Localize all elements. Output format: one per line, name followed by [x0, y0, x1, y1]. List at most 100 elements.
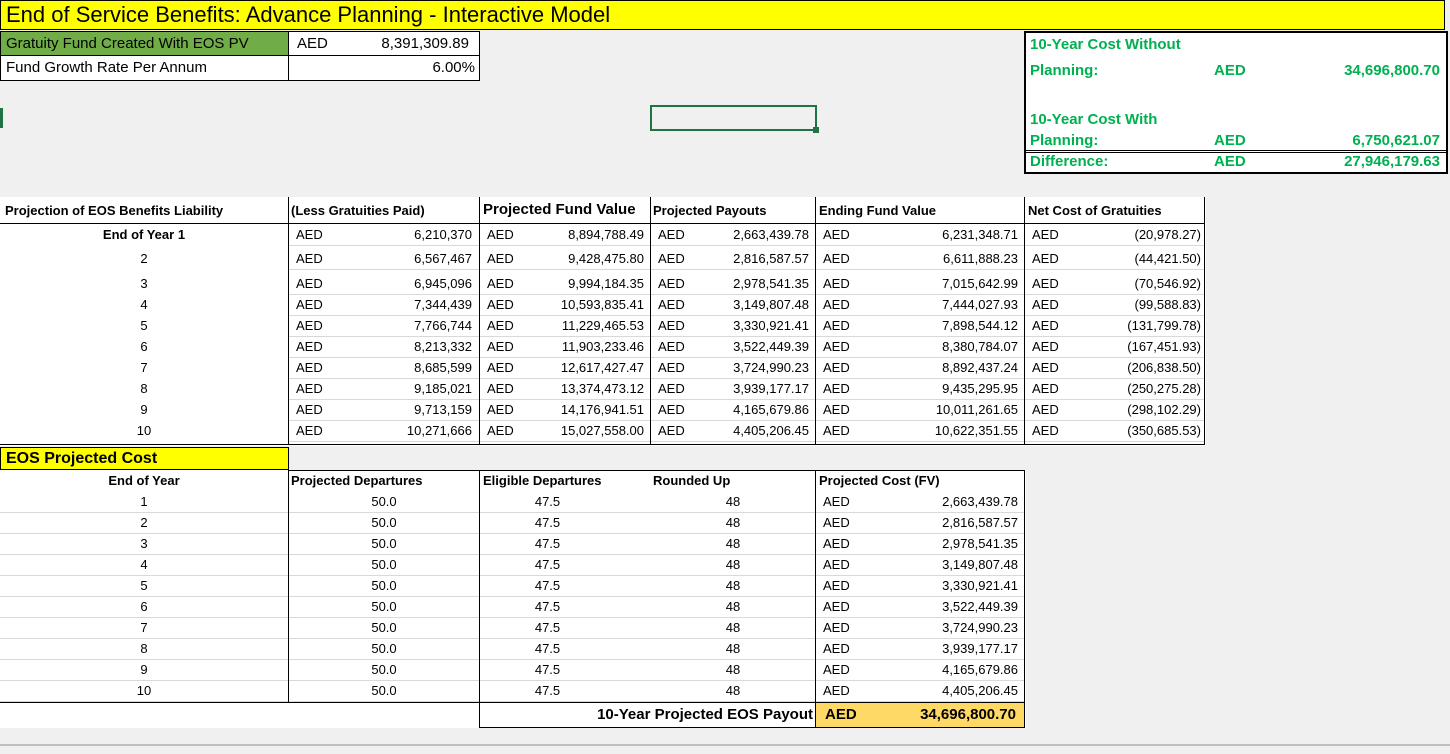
- eos-year-cell[interactable]: 10: [136, 683, 152, 698]
- proj-value-cell[interactable]: AED: [658, 227, 685, 242]
- proj-value-cell[interactable]: (44,421.50): [1134, 251, 1202, 266]
- eos-value-cell[interactable]: 47.5: [534, 494, 561, 509]
- eos-value-cell[interactable]: 50.0: [371, 515, 397, 530]
- proj-value-cell[interactable]: AED: [296, 423, 323, 438]
- eos-value-cell[interactable]: 47.5: [534, 599, 561, 614]
- eos-year-cell[interactable]: 1: [140, 494, 148, 509]
- eos-year-cell[interactable]: 6: [140, 599, 148, 614]
- proj-year-cell[interactable]: 6: [140, 339, 148, 354]
- proj-value-cell[interactable]: (350,685.53): [1127, 423, 1201, 438]
- eos-value-cell[interactable]: 50.0: [371, 620, 397, 635]
- eos-value-cell[interactable]: 47.5: [534, 620, 561, 635]
- eos-year-cell[interactable]: 9: [140, 662, 148, 677]
- eos-value-cell[interactable]: 50.0: [371, 557, 397, 572]
- proj-value-cell[interactable]: 2,978,541.35: [733, 276, 809, 291]
- proj-value-cell[interactable]: 3,522,449.39: [733, 339, 809, 354]
- proj-value-cell[interactable]: 4,405,206.45: [733, 423, 809, 438]
- eos-value-cell[interactable]: AED: [823, 662, 850, 677]
- proj-value-cell[interactable]: 6,945,096: [414, 276, 472, 291]
- proj-value-cell[interactable]: 3,939,177.17: [733, 381, 809, 396]
- proj-value-cell[interactable]: 2,816,587.57: [733, 251, 809, 266]
- proj-value-cell[interactable]: 6,210,370: [414, 227, 472, 242]
- eos-value-cell[interactable]: 50.0: [371, 662, 397, 677]
- proj-value-cell[interactable]: 8,894,788.49: [568, 227, 644, 242]
- eos-year-cell[interactable]: 2: [140, 515, 148, 530]
- proj-value-cell[interactable]: AED: [1032, 360, 1059, 375]
- proj-value-cell[interactable]: AED: [296, 276, 323, 291]
- selected-cell[interactable]: [650, 105, 817, 131]
- proj-value-cell[interactable]: AED: [487, 381, 514, 396]
- proj-year-cell[interactable]: 10: [136, 423, 152, 438]
- eos-value-cell[interactable]: AED: [823, 620, 850, 635]
- proj-year-cell[interactable]: 9: [140, 402, 148, 417]
- eos-value-cell[interactable]: 2,816,587.57: [942, 515, 1018, 530]
- eos-value-cell[interactable]: 47.5: [534, 557, 561, 572]
- proj-value-cell[interactable]: 7,766,744: [414, 318, 472, 333]
- eos-value-cell[interactable]: 2,978,541.35: [942, 536, 1018, 551]
- proj-value-cell[interactable]: AED: [823, 297, 850, 312]
- proj-value-cell[interactable]: AED: [658, 297, 685, 312]
- proj-year-cell[interactable]: 7: [140, 360, 148, 375]
- proj-value-cell[interactable]: 3,149,807.48: [733, 297, 809, 312]
- eos-value-cell[interactable]: 3,149,807.48: [942, 557, 1018, 572]
- proj-value-cell[interactable]: AED: [296, 297, 323, 312]
- proj-value-cell[interactable]: AED: [658, 251, 685, 266]
- proj-value-cell[interactable]: 7,444,027.93: [942, 297, 1018, 312]
- eos-value-cell[interactable]: 48: [725, 662, 741, 677]
- proj-value-cell[interactable]: AED: [487, 251, 514, 266]
- eos-value-cell[interactable]: 50.0: [371, 683, 397, 698]
- proj-value-cell[interactable]: AED: [823, 276, 850, 291]
- proj-value-cell[interactable]: (131,799.78): [1127, 318, 1201, 333]
- proj-value-cell[interactable]: AED: [658, 423, 685, 438]
- proj-value-cell[interactable]: (298,102.29): [1127, 402, 1201, 417]
- eos-value-cell[interactable]: 4,405,206.45: [942, 683, 1018, 698]
- eos-value-cell[interactable]: 2,663,439.78: [942, 494, 1018, 509]
- proj-value-cell[interactable]: AED: [1032, 251, 1059, 266]
- eos-value-cell[interactable]: 50.0: [371, 641, 397, 656]
- proj-value-cell[interactable]: AED: [1032, 339, 1059, 354]
- eos-value-cell[interactable]: 3,522,449.39: [942, 599, 1018, 614]
- eos-value-cell[interactable]: AED: [823, 683, 850, 698]
- proj-value-cell[interactable]: 7,898,544.12: [942, 318, 1018, 333]
- proj-value-cell[interactable]: 6,611,888.23: [943, 251, 1018, 266]
- proj-value-cell[interactable]: 14,176,941.51: [560, 402, 644, 417]
- proj-value-cell[interactable]: AED: [487, 227, 514, 242]
- eos-year-cell[interactable]: 7: [140, 620, 148, 635]
- proj-value-cell[interactable]: AED: [658, 360, 685, 375]
- proj-value-cell[interactable]: 4,165,679.86: [733, 402, 809, 417]
- eos-value-cell[interactable]: 48: [725, 683, 741, 698]
- proj-year-cell[interactable]: 3: [140, 276, 148, 291]
- fill-handle[interactable]: [813, 127, 819, 133]
- proj-value-cell[interactable]: AED: [487, 276, 514, 291]
- proj-value-cell[interactable]: AED: [296, 381, 323, 396]
- proj-value-cell[interactable]: (20,978.27): [1134, 227, 1202, 242]
- proj-year-cell[interactable]: 2: [140, 251, 148, 266]
- proj-value-cell[interactable]: AED: [823, 318, 850, 333]
- proj-value-cell[interactable]: AED: [487, 297, 514, 312]
- proj-year-cell[interactable]: End of Year 1: [102, 227, 186, 242]
- proj-value-cell[interactable]: AED: [296, 339, 323, 354]
- proj-value-cell[interactable]: 9,713,159: [414, 402, 472, 417]
- proj-value-cell[interactable]: AED: [296, 251, 323, 266]
- proj-value-cell[interactable]: AED: [1032, 276, 1059, 291]
- proj-value-cell[interactable]: AED: [487, 339, 514, 354]
- eos-value-cell[interactable]: 47.5: [534, 536, 561, 551]
- eos-value-cell[interactable]: 48: [725, 620, 741, 635]
- proj-value-cell[interactable]: 9,435,295.95: [942, 381, 1018, 396]
- eos-value-cell[interactable]: AED: [823, 494, 850, 509]
- proj-value-cell[interactable]: 10,271,666: [406, 423, 472, 438]
- proj-value-cell[interactable]: (70,546.92): [1134, 276, 1202, 291]
- gratuity-fund-input[interactable]: AED 8,391,309.89: [288, 31, 480, 56]
- eos-value-cell[interactable]: 3,939,177.17: [942, 641, 1018, 656]
- eos-value-cell[interactable]: 47.5: [534, 641, 561, 656]
- proj-value-cell[interactable]: AED: [487, 423, 514, 438]
- proj-value-cell[interactable]: AED: [658, 318, 685, 333]
- proj-value-cell[interactable]: AED: [823, 402, 850, 417]
- proj-value-cell[interactable]: 11,903,233.46: [561, 339, 644, 354]
- eos-value-cell[interactable]: AED: [823, 515, 850, 530]
- proj-value-cell[interactable]: 11,229,465.53: [561, 318, 644, 333]
- proj-value-cell[interactable]: 8,380,784.07: [942, 339, 1018, 354]
- proj-value-cell[interactable]: 12,617,427.47: [560, 360, 644, 375]
- eos-value-cell[interactable]: 48: [725, 515, 741, 530]
- proj-value-cell[interactable]: 8,685,599: [414, 360, 472, 375]
